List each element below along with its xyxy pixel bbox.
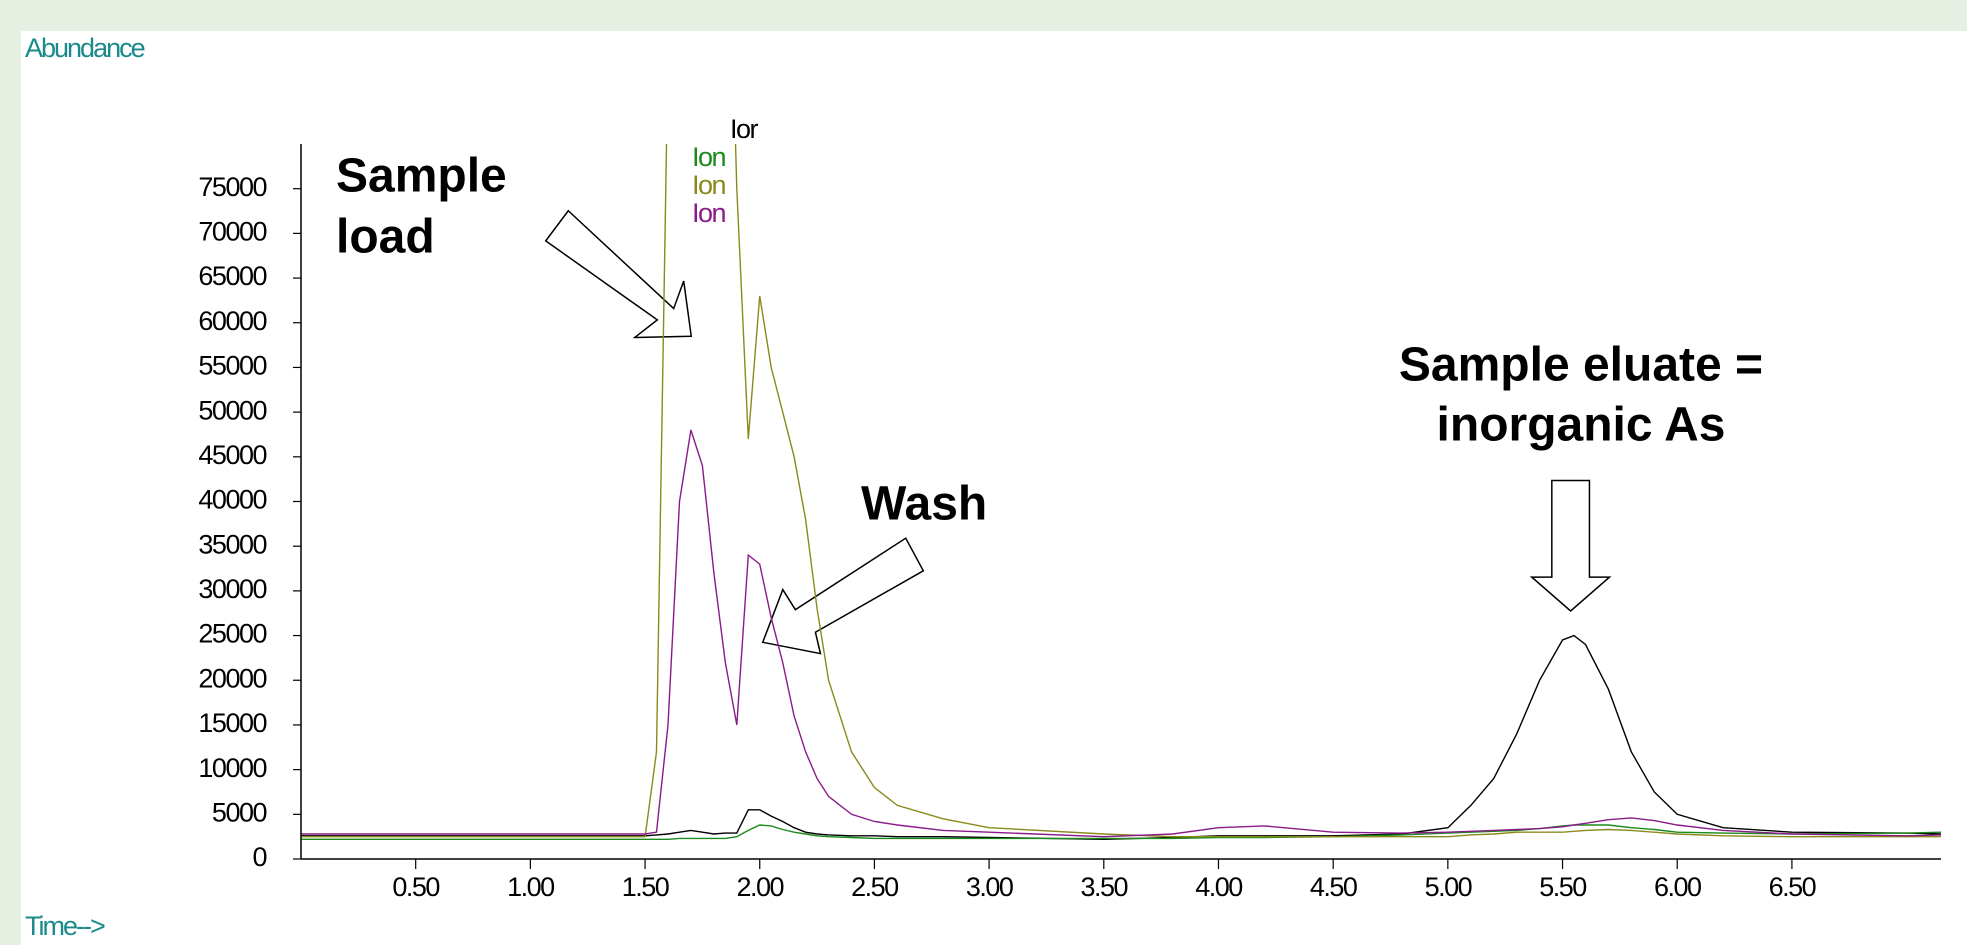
y-tick-label: 40000 [198, 485, 266, 515]
y-tick-label: 65000 [198, 261, 266, 291]
x-tick-label: 1.50 [622, 872, 669, 902]
y-tick-label: 10000 [198, 753, 266, 783]
arrow-wash [761, 537, 925, 655]
x-axis-label: Time--> [25, 911, 105, 941]
y-tick-label: 75000 [198, 172, 266, 202]
y-tick-label: 5000 [212, 797, 267, 827]
x-tick-label: 2.00 [736, 872, 783, 902]
y-tick-label: 25000 [198, 619, 266, 649]
x-tick-label: 5.50 [1539, 872, 1586, 902]
x-tick-label: 6.00 [1654, 872, 1701, 902]
legend-label: Ior [730, 114, 759, 144]
arrow-eluate [1529, 479, 1612, 612]
y-tick-label: 15000 [198, 708, 266, 738]
y-tick-label: 45000 [198, 440, 266, 470]
y-axis-label: Abundance [25, 33, 145, 63]
y-tick-label: 0 [252, 842, 266, 872]
y-tick-label: 55000 [198, 351, 266, 381]
legend-label: Ion [692, 170, 726, 200]
y-tick-label: 30000 [198, 574, 266, 604]
x-tick-label: 2.50 [851, 872, 898, 902]
x-tick-label: 6.50 [1769, 872, 1816, 902]
series-line [301, 429, 1941, 838]
y-tick-label: 35000 [198, 529, 266, 559]
y-tick-label: 20000 [198, 663, 266, 693]
annotation: Sample eluate = [1399, 339, 1763, 392]
x-tick-label: 3.00 [966, 872, 1013, 902]
series-line [301, 144, 1941, 838]
annotation: inorganic As [1437, 399, 1726, 452]
x-tick-label: 4.50 [1310, 872, 1357, 902]
annotation: Wash [861, 478, 987, 531]
x-tick-label: 1.00 [507, 872, 554, 902]
legend-label: Ion [692, 198, 726, 228]
panel [21, 31, 1967, 945]
series-line [301, 824, 1941, 840]
legend-label: Ion [692, 142, 726, 172]
x-tick-label: 0.50 [392, 872, 439, 902]
x-tick-label: 4.00 [1195, 872, 1242, 902]
annotation: Sample [336, 150, 507, 203]
y-tick-label: 70000 [198, 217, 266, 247]
x-tick-label: 3.50 [1081, 872, 1128, 902]
y-tick-label: 60000 [198, 306, 266, 336]
plot-area [301, 144, 1941, 841]
arrows [544, 209, 1612, 655]
annotation: load [336, 211, 435, 264]
x-tick-label: 5.00 [1425, 872, 1472, 902]
series-line [301, 634, 1941, 841]
y-tick-label: 50000 [198, 395, 266, 425]
